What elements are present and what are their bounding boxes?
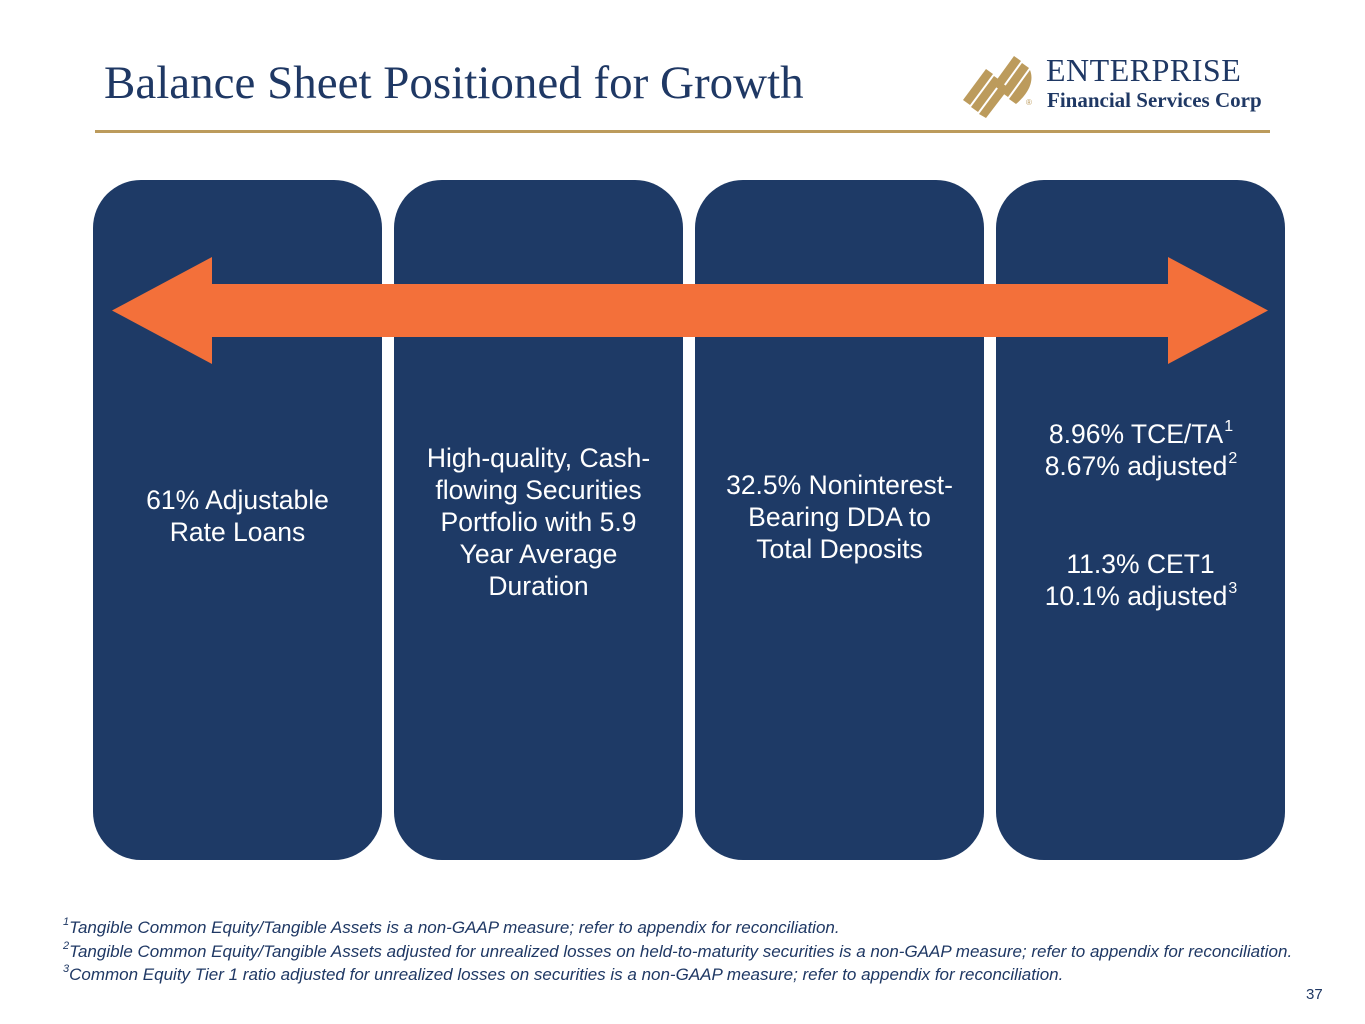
card-text-line: Total Deposits bbox=[756, 534, 923, 564]
metric-text: 10.1% adjusted bbox=[1044, 581, 1228, 611]
footnote-marker: 2 bbox=[1228, 450, 1238, 468]
footnote-marker: 2 bbox=[63, 939, 70, 952]
footnote-marker: 3 bbox=[63, 963, 70, 976]
capital-ratio-block-tce: 8.96% TCE/TA1 8.67% adjusted2 bbox=[996, 418, 1285, 482]
enterprise-logo-icon bbox=[963, 56, 1032, 118]
footnote-text: Common Equity Tier 1 ratio adjusted for … bbox=[69, 965, 1064, 984]
footnote-item: 1Tangible Common Equity/Tangible Assets … bbox=[63, 916, 1292, 940]
card-text-line: 32.5% Noninterest- bbox=[726, 470, 953, 500]
page-number: 37 bbox=[1306, 986, 1323, 1003]
footnote-item: 3Common Equity Tier 1 ratio adjusted for… bbox=[63, 963, 1292, 987]
logo-company-subtitle: Financial Services Corp bbox=[1047, 88, 1262, 112]
metric-line: 11.3% CET1 bbox=[996, 548, 1285, 580]
card-text-line: Duration bbox=[488, 571, 589, 601]
footnote-marker: 1 bbox=[1224, 418, 1234, 436]
page-title: Balance Sheet Positioned for Growth bbox=[104, 57, 804, 109]
card-text-line: flowing Securities bbox=[435, 475, 642, 505]
title-divider-rule bbox=[95, 130, 1270, 133]
card-text-block: 61% Adjustable Rate Loans bbox=[93, 484, 382, 548]
card-text-line: Rate Loans bbox=[169, 517, 306, 547]
capital-ratio-block-cet1: 11.3% CET1 10.1% adjusted3 bbox=[996, 548, 1285, 612]
footnote-text: Tangible Common Equity/Tangible Assets i… bbox=[69, 918, 840, 937]
card-text-block: 32.5% Noninterest- Bearing DDA to Total … bbox=[695, 469, 984, 565]
footnote-item: 2Tangible Common Equity/Tangible Assets … bbox=[63, 940, 1292, 964]
logo-company-name: ENTERPRISE bbox=[1046, 52, 1242, 88]
footnotes: 1Tangible Common Equity/Tangible Assets … bbox=[63, 916, 1292, 987]
registered-trademark-icon: ® bbox=[1026, 98, 1032, 107]
footnote-marker: 1 bbox=[63, 916, 70, 929]
metric-line: 8.67% adjusted2 bbox=[996, 450, 1285, 482]
card-text-line: 61% Adjustable bbox=[146, 485, 329, 515]
metric-text: 8.96% TCE/TA bbox=[1048, 419, 1224, 449]
card-text-block: High-quality, Cash- flowing Securities P… bbox=[394, 442, 683, 602]
metric-text: 8.67% adjusted bbox=[1044, 451, 1228, 481]
card-text-line: Year Average bbox=[459, 539, 618, 569]
metric-text: 11.3% CET1 bbox=[1066, 549, 1215, 579]
footnote-text: Tangible Common Equity/Tangible Assets a… bbox=[69, 941, 1293, 961]
card-text-line: Portfolio with 5.9 bbox=[440, 507, 637, 537]
double-headed-arrow bbox=[112, 257, 1268, 364]
footnote-marker: 3 bbox=[1228, 580, 1238, 598]
enterprise-logo: ® ENTERPRISE Financial Services Corp bbox=[960, 50, 1272, 120]
card-text-line: Bearing DDA to bbox=[748, 502, 931, 532]
card-text-line: High-quality, Cash- bbox=[426, 443, 651, 473]
metric-line: 10.1% adjusted3 bbox=[996, 580, 1285, 612]
metric-line: 8.96% TCE/TA1 bbox=[996, 418, 1285, 450]
